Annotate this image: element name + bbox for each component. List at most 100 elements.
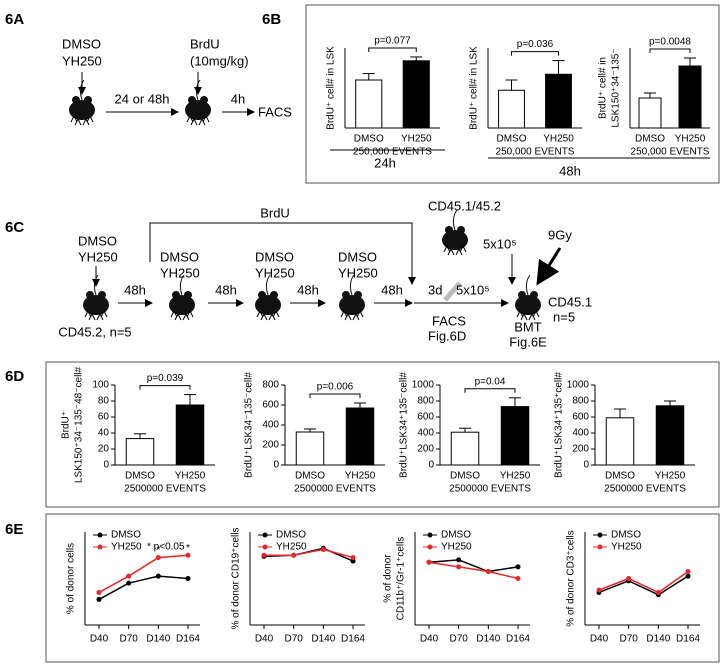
bar	[295, 431, 325, 466]
data-point	[320, 546, 326, 552]
mouse-leg	[271, 313, 276, 321]
diagram-text: 9Gy	[548, 227, 572, 242]
mouse-ear	[184, 291, 192, 299]
y-tick-label: 1000	[567, 380, 590, 391]
y-axis-label: % of donor CD3⁺cells	[566, 530, 577, 626]
mouse-ear	[530, 291, 538, 299]
annotation: p=0.04	[475, 376, 506, 387]
mouse-leg	[447, 248, 452, 256]
mouse-body	[442, 230, 468, 250]
mouse-leg	[528, 313, 533, 321]
significance-bracket	[368, 47, 417, 52]
x-tick-label: DMSO	[295, 471, 325, 482]
x-tick-label: D164	[176, 634, 200, 645]
significance-bracket	[139, 385, 191, 390]
annotation: p=0.0048	[649, 37, 691, 48]
mouse-ear	[354, 291, 362, 299]
legend-label: DMSO	[611, 530, 641, 541]
mouse-icon	[255, 274, 281, 321]
x-tick-label: YH250	[543, 134, 574, 145]
y-tick-label: 0	[428, 460, 434, 471]
mouse-leg	[458, 248, 463, 256]
diagram-text: DMSO	[160, 249, 199, 264]
data-point	[155, 573, 161, 579]
mouse-tail	[452, 209, 458, 231]
data-point	[96, 589, 102, 595]
mouse-ear	[445, 226, 453, 234]
y-axis-label: LSK150⁺34⁻135⁻48⁻cell#	[74, 366, 85, 483]
time-label: 48h	[559, 163, 581, 178]
mouse-leg	[450, 248, 455, 256]
x-tick-label: D40	[590, 634, 609, 645]
y-tick-label: 200	[572, 444, 589, 455]
mouse-icon	[169, 274, 195, 321]
series-line	[428, 559, 519, 573]
data-point	[126, 580, 132, 586]
mouse-icon	[69, 79, 95, 126]
mouse-ear	[342, 291, 350, 299]
x-tick-label: D140	[476, 634, 500, 645]
mouse-body	[185, 100, 211, 120]
mouse-tail	[93, 274, 99, 296]
mouse-leg	[516, 310, 521, 318]
mouse-leg	[189, 310, 194, 318]
bar	[655, 405, 685, 466]
y-tick-label: 800	[417, 396, 434, 407]
diagram-text: 48h	[297, 282, 319, 297]
mouse-leg	[103, 310, 108, 318]
mouse-leg	[268, 313, 273, 321]
panel-frame	[45, 361, 720, 508]
series-line	[264, 548, 354, 559]
legend-marker	[262, 544, 268, 550]
x-tick-label: D70	[284, 634, 303, 645]
y-tick-label: 600	[572, 412, 589, 423]
legend-marker	[597, 544, 603, 550]
x-tick-label: D140	[646, 634, 670, 645]
mouse-leg	[462, 245, 467, 253]
mouse-body	[169, 295, 195, 315]
legend-marker	[97, 544, 103, 550]
x-sublabel: 2500000 EVENTS	[294, 484, 376, 495]
diagram-text: CD45.1	[548, 294, 592, 309]
y-axis-label: BrdU⁺	[61, 411, 72, 439]
y-tick-label: 60	[98, 412, 110, 423]
diagram-text: DMSO	[62, 36, 101, 51]
series-line	[428, 561, 519, 580]
mouse-tail	[79, 79, 85, 101]
x-tick-label: D40	[90, 634, 109, 645]
mouse-leg	[186, 115, 191, 123]
annotation: p=0.039	[147, 373, 184, 384]
legend-label: YH250	[611, 542, 642, 553]
mouse-leg	[344, 313, 349, 321]
panel-label: 6D	[5, 368, 24, 385]
arrow	[536, 247, 562, 286]
x-tick-label: D40	[255, 634, 274, 645]
y-tick-label: 40	[98, 428, 110, 439]
panel-label: 6B	[262, 11, 281, 28]
y-axis-label: BrdU⁺ cell# in LSK	[469, 46, 480, 130]
x-tick-label: YH250	[655, 471, 686, 482]
diagram-text: BMT	[514, 319, 542, 334]
mouse-tail	[195, 79, 201, 101]
diagram-text: 24 or 48h	[115, 91, 170, 106]
diagram-text: 48h	[124, 282, 146, 297]
mouse-ear	[518, 291, 526, 299]
diagram-text: DMSO	[338, 249, 377, 264]
bar	[638, 97, 662, 129]
legend-label: DMSO	[276, 530, 306, 541]
y-axis-label: CD11b⁺/Gr-1⁺cells	[396, 537, 407, 621]
annotation: p=0.036	[517, 39, 554, 50]
y-tick-label: 0	[273, 460, 279, 471]
y-tick-label: 0	[103, 460, 109, 471]
data-point	[456, 557, 462, 563]
arrow	[149, 222, 416, 285]
data-point	[515, 576, 521, 581]
x-tick-label: DMSO	[450, 471, 480, 482]
y-tick-label: 200	[262, 440, 279, 451]
x-tick-label: D70	[119, 634, 138, 645]
y-tick-label: 1000	[412, 380, 435, 391]
mouse-leg	[523, 313, 528, 321]
diagram-text: Fig.6D	[428, 328, 466, 343]
legend-label: DMSO	[441, 530, 471, 541]
mouse-leg	[84, 310, 89, 318]
